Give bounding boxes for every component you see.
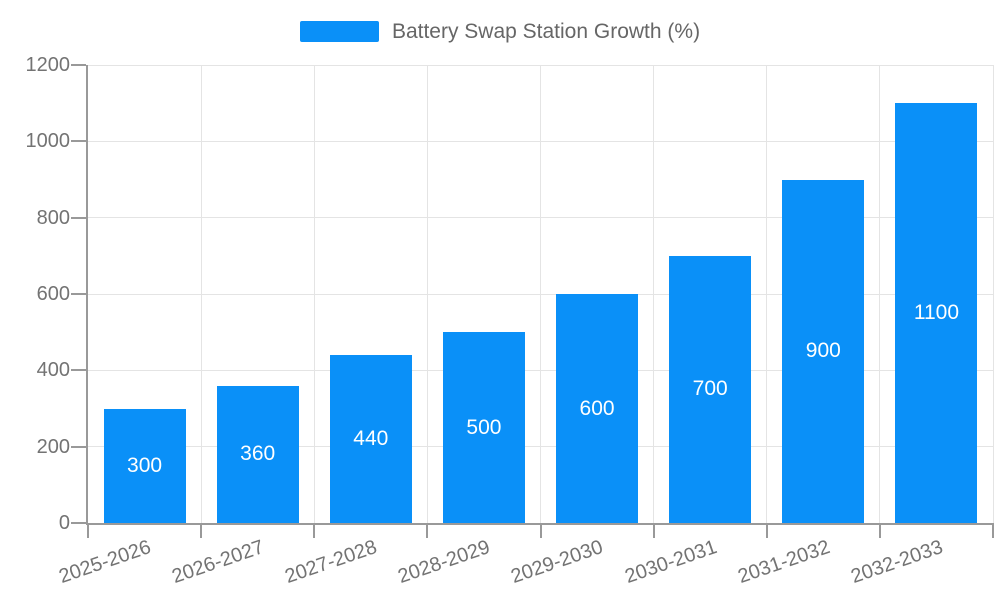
bar[interactable] xyxy=(442,332,525,523)
x-tick-label: 2026-2027 xyxy=(169,536,267,588)
y-axis-tick xyxy=(71,140,86,143)
x-axis-tick xyxy=(539,523,542,538)
legend[interactable]: Battery Swap Station Growth (%) xyxy=(0,20,1000,43)
bar[interactable] xyxy=(329,355,412,523)
y-tick-label: 1200 xyxy=(25,54,71,76)
y-tick-label: 600 xyxy=(36,283,70,305)
y-tick-label: 800 xyxy=(36,206,70,229)
y-tick-label: 1000 xyxy=(25,130,71,153)
bar[interactable] xyxy=(103,408,186,523)
x-tick-label: 2029-2030 xyxy=(508,536,607,588)
x-tick-label: 2027-2028 xyxy=(282,536,380,588)
y-axis-tick xyxy=(71,293,86,295)
x-tick-label: 2028-2029 xyxy=(395,536,494,588)
y-axis-tick xyxy=(71,369,86,372)
gridline-v xyxy=(879,65,881,523)
gridline-v xyxy=(200,65,202,523)
bar[interactable] xyxy=(216,385,299,523)
y-tick-label: 400 xyxy=(36,359,70,382)
x-tick-label: 2025-2026 xyxy=(56,536,154,588)
gridline-v xyxy=(653,65,655,523)
gridline-v xyxy=(540,65,541,523)
bar-value-label: 1100 xyxy=(913,301,960,325)
legend-swatch-icon xyxy=(299,21,379,42)
bar[interactable] xyxy=(556,294,639,523)
gridline-v xyxy=(426,65,428,523)
x-axis-tick xyxy=(426,523,429,538)
gridline-v xyxy=(313,65,315,523)
gridline-v xyxy=(992,65,994,523)
x-axis-tick xyxy=(652,523,655,538)
bar[interactable] xyxy=(669,255,752,523)
x-axis-tick xyxy=(992,523,994,538)
bar-value-label: 900 xyxy=(805,339,841,363)
bar-value-label: 360 xyxy=(240,442,276,466)
y-axis-tick xyxy=(71,445,86,448)
x-axis-tick xyxy=(765,523,768,538)
y-axis-tick xyxy=(71,522,86,524)
bar-value-label: 500 xyxy=(466,415,502,439)
x-axis-tick xyxy=(878,523,881,538)
bar-value-label: 440 xyxy=(353,427,389,451)
x-axis-tick xyxy=(313,523,316,538)
gridline-v xyxy=(766,65,768,523)
x-tick-label: 2032-2033 xyxy=(847,536,946,588)
x-tick-label: 2030-2031 xyxy=(621,536,720,588)
x-axis-tick xyxy=(87,523,89,538)
y-tick-label: 200 xyxy=(36,435,70,458)
y-axis-tick xyxy=(71,216,86,219)
bar-value-label: 300 xyxy=(127,453,163,477)
legend-label: Battery Swap Station Growth (%) xyxy=(391,20,701,43)
x-axis-tick xyxy=(200,523,203,538)
x-tick-label: 2031-2032 xyxy=(734,536,833,588)
y-tick-label: 0 xyxy=(58,512,70,534)
bar-value-label: 600 xyxy=(579,396,615,420)
bar-value-label: 700 xyxy=(692,377,728,401)
y-axis-tick xyxy=(71,64,86,66)
bar[interactable] xyxy=(895,103,978,523)
bar[interactable] xyxy=(782,179,865,523)
y-axis-line xyxy=(86,65,88,525)
